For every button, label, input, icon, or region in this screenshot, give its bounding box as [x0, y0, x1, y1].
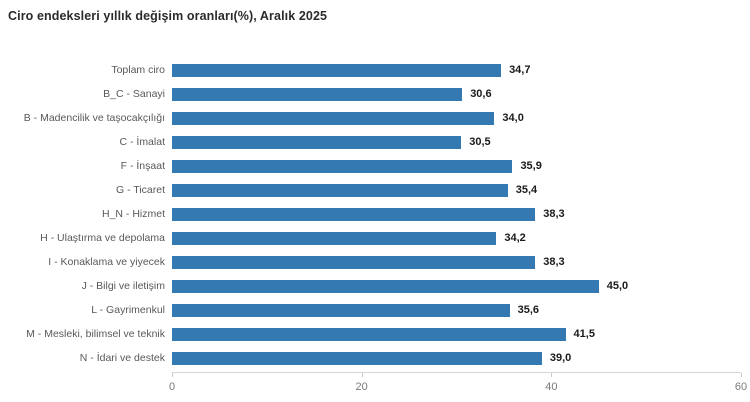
bar [172, 255, 536, 269]
bar-track: 38,3 [172, 207, 741, 221]
bar-row: B - Madencilik ve taşocakçılığı 34,0 [8, 106, 741, 130]
bar [172, 111, 495, 125]
bar [172, 327, 566, 341]
value-label: 35,4 [515, 183, 538, 196]
bar [172, 87, 463, 101]
bar-row: C - İmalat 30,5 [8, 130, 741, 154]
category-label: B - Madencilik ve taşocakçılığı [23, 112, 165, 124]
bar-track: 35,9 [172, 159, 741, 173]
category-label: C - İmalat [119, 136, 165, 148]
bar-track: 38,3 [172, 255, 741, 269]
category-label: M - Mesleki, bilimsel ve teknik [26, 328, 165, 340]
bar [172, 135, 462, 149]
value-label: 34,2 [504, 231, 526, 244]
bar [172, 159, 513, 173]
bar-row: B_C - Sanayi 30,6 [8, 82, 741, 106]
x-axis-line [172, 372, 741, 373]
bar-chart: Toplam ciro 34,7 B_C - Sanayi 30,6 B - M… [8, 58, 747, 398]
category-label: J - Bilgi ve iletişim [81, 280, 165, 292]
bar-row: I - Konaklama ve yiyecek 38,3 [8, 250, 741, 274]
chart-rows: Toplam ciro 34,7 B_C - Sanayi 30,6 B - M… [8, 58, 741, 370]
value-label: 30,6 [470, 87, 492, 100]
bar [172, 231, 497, 245]
value-label: 39,0 [549, 351, 572, 364]
x-axis-tick [551, 373, 553, 377]
x-axis-tick [741, 373, 742, 377]
bar [172, 303, 510, 317]
bar-track: 34,0 [172, 111, 741, 125]
bar-track: 30,5 [172, 135, 741, 149]
bar [172, 183, 508, 197]
bar-row: H - Ulaştırma ve depolama 34,2 [8, 226, 741, 250]
bar-track: 35,6 [172, 303, 741, 317]
value-label: 35,9 [520, 159, 542, 172]
bar-track: 45,0 [172, 279, 741, 293]
bar-track: 34,2 [172, 231, 741, 245]
bar-track: 34,7 [172, 63, 741, 77]
bar-row: Toplam ciro 34,7 [8, 58, 741, 82]
value-label: 34,7 [509, 63, 531, 76]
category-label: H_N - Hizmet [101, 208, 165, 220]
bar-row: N - İdari ve destek 39,0 [8, 346, 741, 370]
bar-track: 35,4 [172, 183, 741, 197]
category-label: G - Ticaret [115, 184, 165, 196]
x-axis-tick-label: 0 [168, 381, 176, 393]
bar-row: L - Gayrimenkul 35,6 [8, 298, 741, 322]
x-axis-tick-label: 20 [355, 381, 368, 393]
category-label: I - Konaklama ve yiyecek [48, 256, 165, 268]
bar-row: M - Mesleki, bilimsel ve teknik 41,5 [8, 322, 741, 346]
bar [172, 279, 599, 293]
x-axis: 0 20 40 60 [168, 372, 747, 398]
value-label: 38,3 [543, 207, 565, 220]
bar-track: 41,5 [172, 327, 741, 341]
x-axis-tick-label: 40 [545, 381, 558, 393]
category-label: B_C - Sanayi [103, 88, 165, 100]
category-label: F - İnşaat [120, 160, 165, 172]
bar [172, 351, 542, 365]
value-label: 30,5 [469, 135, 491, 148]
value-label: 35,6 [517, 303, 540, 316]
x-axis-tick-label: 60 [734, 381, 748, 393]
category-label: N - İdari ve destek [79, 352, 165, 364]
category-label: L - Gayrimenkul [91, 304, 165, 316]
category-label: Toplam ciro [111, 64, 165, 76]
value-label: 45,0 [606, 279, 629, 292]
bar [172, 207, 536, 221]
bar-row: J - Bilgi ve iletişim 45,0 [8, 274, 741, 298]
category-label: H - Ulaştırma ve depolama [40, 232, 165, 244]
value-label: 34,0 [502, 111, 524, 124]
bar-row: G - Ticaret 35,4 [8, 178, 741, 202]
x-axis-tick [361, 373, 363, 377]
x-axis-tick [172, 373, 173, 377]
bar-track: 39,0 [172, 351, 741, 365]
bar [172, 63, 502, 77]
bar-track: 30,6 [172, 87, 741, 101]
value-label: 38,3 [543, 255, 565, 268]
bar-row: F - İnşaat 35,9 [8, 154, 741, 178]
value-label: 41,5 [573, 327, 595, 340]
bar-row: H_N - Hizmet 38,3 [8, 202, 741, 226]
chart-title: Ciro endeksleri yıllık değişim oranları(… [8, 9, 328, 23]
